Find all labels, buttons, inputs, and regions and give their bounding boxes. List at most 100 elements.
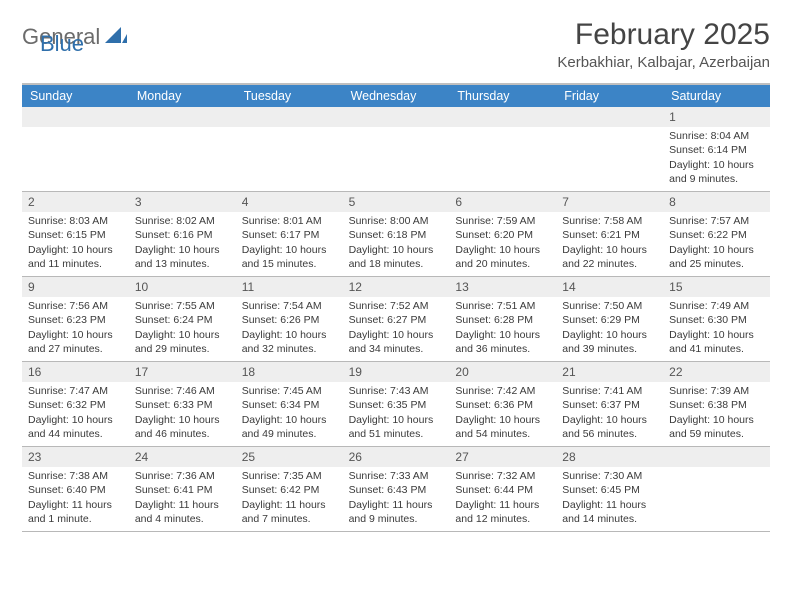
day-cell [663, 447, 770, 531]
daylight-text: Daylight: 10 hours and 20 minutes. [455, 243, 550, 271]
day-body: Sunrise: 7:38 AMSunset: 6:40 PMDaylight:… [22, 467, 129, 530]
daylight-text: Daylight: 10 hours and 51 minutes. [349, 413, 444, 441]
day-body: Sunrise: 7:49 AMSunset: 6:30 PMDaylight:… [663, 297, 770, 360]
day-number: 24 [129, 447, 236, 467]
day-number: 23 [22, 447, 129, 467]
day-number: 18 [236, 362, 343, 382]
day-number: 11 [236, 277, 343, 297]
daylight-text: Daylight: 10 hours and 22 minutes. [562, 243, 657, 271]
day-body: Sunrise: 8:04 AMSunset: 6:14 PMDaylight:… [663, 127, 770, 190]
week-row: 1Sunrise: 8:04 AMSunset: 6:14 PMDaylight… [22, 107, 770, 192]
day-number: 20 [449, 362, 556, 382]
day-body: Sunrise: 7:42 AMSunset: 6:36 PMDaylight:… [449, 382, 556, 445]
day-cell [449, 107, 556, 191]
day-body: Sunrise: 7:52 AMSunset: 6:27 PMDaylight:… [343, 297, 450, 360]
sunrise-text: Sunrise: 8:01 AM [242, 214, 337, 228]
day-body: Sunrise: 7:47 AMSunset: 6:32 PMDaylight:… [22, 382, 129, 445]
sunrise-text: Sunrise: 7:38 AM [28, 469, 123, 483]
day-body: Sunrise: 7:39 AMSunset: 6:38 PMDaylight:… [663, 382, 770, 445]
day-number [556, 107, 663, 127]
day-body: Sunrise: 8:02 AMSunset: 6:16 PMDaylight:… [129, 212, 236, 275]
daylight-text: Daylight: 10 hours and 9 minutes. [669, 158, 764, 186]
day-cell: 3Sunrise: 8:02 AMSunset: 6:16 PMDaylight… [129, 192, 236, 276]
day-cell: 16Sunrise: 7:47 AMSunset: 6:32 PMDayligh… [22, 362, 129, 446]
day-body: Sunrise: 7:41 AMSunset: 6:37 PMDaylight:… [556, 382, 663, 445]
day-cell: 2Sunrise: 8:03 AMSunset: 6:15 PMDaylight… [22, 192, 129, 276]
day-cell: 27Sunrise: 7:32 AMSunset: 6:44 PMDayligh… [449, 447, 556, 531]
sunrise-text: Sunrise: 7:42 AM [455, 384, 550, 398]
sunrise-text: Sunrise: 7:57 AM [669, 214, 764, 228]
weekday-friday: Friday [556, 85, 663, 107]
day-number: 6 [449, 192, 556, 212]
day-body: Sunrise: 7:54 AMSunset: 6:26 PMDaylight:… [236, 297, 343, 360]
sunset-text: Sunset: 6:42 PM [242, 483, 337, 497]
header: General February 2025 Kerbakhiar, Kalbaj… [22, 18, 770, 71]
day-body: Sunrise: 7:55 AMSunset: 6:24 PMDaylight:… [129, 297, 236, 360]
day-body: Sunrise: 8:00 AMSunset: 6:18 PMDaylight:… [343, 212, 450, 275]
day-number [129, 107, 236, 127]
calendar-weeks: 1Sunrise: 8:04 AMSunset: 6:14 PMDaylight… [22, 107, 770, 532]
day-cell: 15Sunrise: 7:49 AMSunset: 6:30 PMDayligh… [663, 277, 770, 361]
daylight-text: Daylight: 10 hours and 44 minutes. [28, 413, 123, 441]
week-row: 23Sunrise: 7:38 AMSunset: 6:40 PMDayligh… [22, 447, 770, 532]
daylight-text: Daylight: 10 hours and 27 minutes. [28, 328, 123, 356]
sunrise-text: Sunrise: 7:30 AM [562, 469, 657, 483]
day-body: Sunrise: 7:46 AMSunset: 6:33 PMDaylight:… [129, 382, 236, 445]
sunset-text: Sunset: 6:17 PM [242, 228, 337, 242]
daylight-text: Daylight: 10 hours and 39 minutes. [562, 328, 657, 356]
day-cell: 8Sunrise: 7:57 AMSunset: 6:22 PMDaylight… [663, 192, 770, 276]
sunset-text: Sunset: 6:45 PM [562, 483, 657, 497]
sunset-text: Sunset: 6:16 PM [135, 228, 230, 242]
sunset-text: Sunset: 6:34 PM [242, 398, 337, 412]
day-number: 8 [663, 192, 770, 212]
sunset-text: Sunset: 6:40 PM [28, 483, 123, 497]
week-row: 9Sunrise: 7:56 AMSunset: 6:23 PMDaylight… [22, 277, 770, 362]
day-body: Sunrise: 7:45 AMSunset: 6:34 PMDaylight:… [236, 382, 343, 445]
weekday-header-row: SundayMondayTuesdayWednesdayThursdayFrid… [22, 85, 770, 107]
day-body: Sunrise: 7:32 AMSunset: 6:44 PMDaylight:… [449, 467, 556, 530]
day-body: Sunrise: 7:56 AMSunset: 6:23 PMDaylight:… [22, 297, 129, 360]
day-number: 26 [343, 447, 450, 467]
weekday-monday: Monday [129, 85, 236, 107]
daylight-text: Daylight: 11 hours and 9 minutes. [349, 498, 444, 526]
sunset-text: Sunset: 6:41 PM [135, 483, 230, 497]
day-cell: 5Sunrise: 8:00 AMSunset: 6:18 PMDaylight… [343, 192, 450, 276]
title-block: February 2025 Kerbakhiar, Kalbajar, Azer… [557, 18, 770, 71]
day-cell: 9Sunrise: 7:56 AMSunset: 6:23 PMDaylight… [22, 277, 129, 361]
day-cell: 4Sunrise: 8:01 AMSunset: 6:17 PMDaylight… [236, 192, 343, 276]
sunset-text: Sunset: 6:18 PM [349, 228, 444, 242]
sunset-text: Sunset: 6:44 PM [455, 483, 550, 497]
sunrise-text: Sunrise: 7:52 AM [349, 299, 444, 313]
daylight-text: Daylight: 11 hours and 12 minutes. [455, 498, 550, 526]
sunrise-text: Sunrise: 7:54 AM [242, 299, 337, 313]
daylight-text: Daylight: 10 hours and 25 minutes. [669, 243, 764, 271]
day-cell: 6Sunrise: 7:59 AMSunset: 6:20 PMDaylight… [449, 192, 556, 276]
day-cell: 11Sunrise: 7:54 AMSunset: 6:26 PMDayligh… [236, 277, 343, 361]
day-body: Sunrise: 7:51 AMSunset: 6:28 PMDaylight:… [449, 297, 556, 360]
day-number: 16 [22, 362, 129, 382]
day-body: Sunrise: 7:30 AMSunset: 6:45 PMDaylight:… [556, 467, 663, 530]
month-title: February 2025 [557, 18, 770, 52]
day-cell [129, 107, 236, 191]
day-cell: 13Sunrise: 7:51 AMSunset: 6:28 PMDayligh… [449, 277, 556, 361]
day-body: Sunrise: 7:35 AMSunset: 6:42 PMDaylight:… [236, 467, 343, 530]
sunset-text: Sunset: 6:32 PM [28, 398, 123, 412]
sunrise-text: Sunrise: 7:36 AM [135, 469, 230, 483]
day-number [343, 107, 450, 127]
day-number: 28 [556, 447, 663, 467]
sunrise-text: Sunrise: 7:35 AM [242, 469, 337, 483]
sunrise-text: Sunrise: 7:43 AM [349, 384, 444, 398]
sunset-text: Sunset: 6:26 PM [242, 313, 337, 327]
sunset-text: Sunset: 6:27 PM [349, 313, 444, 327]
sunrise-text: Sunrise: 7:45 AM [242, 384, 337, 398]
sunset-text: Sunset: 6:33 PM [135, 398, 230, 412]
sunrise-text: Sunrise: 7:56 AM [28, 299, 123, 313]
day-cell: 22Sunrise: 7:39 AMSunset: 6:38 PMDayligh… [663, 362, 770, 446]
day-cell: 24Sunrise: 7:36 AMSunset: 6:41 PMDayligh… [129, 447, 236, 531]
day-body: Sunrise: 7:58 AMSunset: 6:21 PMDaylight:… [556, 212, 663, 275]
day-number: 5 [343, 192, 450, 212]
sunset-text: Sunset: 6:15 PM [28, 228, 123, 242]
day-cell: 12Sunrise: 7:52 AMSunset: 6:27 PMDayligh… [343, 277, 450, 361]
day-number: 3 [129, 192, 236, 212]
sunrise-text: Sunrise: 7:58 AM [562, 214, 657, 228]
